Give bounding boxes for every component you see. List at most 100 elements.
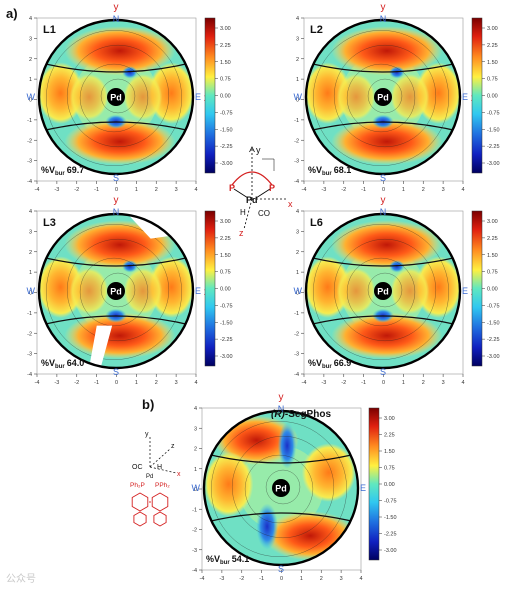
- y-tick-label: -2: [192, 528, 197, 534]
- hotspot-east: [148, 62, 193, 124]
- x-tick-label: -3: [54, 380, 59, 386]
- y-tick-label: -4: [27, 179, 32, 185]
- contour-line: [79, 257, 149, 327]
- compass-east: E: [195, 92, 201, 102]
- colorbar-tick-label: -1.50: [220, 127, 233, 133]
- compass-west: W: [27, 92, 36, 102]
- y-tick-label: 3: [296, 36, 299, 42]
- ridge-line: [306, 121, 460, 133]
- steric-map-4: -4-4-3-3-2-2-1-10011223344PdyNSWExL6%Vbu…: [294, 195, 500, 386]
- ridge-line: [306, 255, 460, 267]
- compass-south: S: [113, 173, 119, 183]
- contour-line: [79, 63, 149, 133]
- pocket-s: [256, 503, 278, 550]
- y-tick-label: 4: [296, 16, 299, 22]
- x-axis-arrow: [149, 466, 177, 474]
- colorbar-tick-label: 1.50: [384, 449, 395, 455]
- pd-label: Pd: [246, 195, 258, 205]
- colorbar-gradient: [204, 17, 216, 174]
- x-tick-label: -2: [239, 576, 244, 582]
- contour-line: [346, 257, 416, 327]
- hotspot-nw: [214, 415, 299, 465]
- x-tick-label: 4: [194, 187, 197, 193]
- x-tick-label: -2: [341, 187, 346, 193]
- z-label: z: [239, 228, 244, 238]
- map-boundary: [304, 212, 462, 370]
- x-tick-label: -3: [321, 187, 326, 193]
- pocket-n: [122, 260, 138, 273]
- x-tick-label: -4: [302, 380, 307, 386]
- map-boundary: [304, 18, 462, 176]
- x-tick-label: 2: [155, 380, 158, 386]
- hotspot-south: [64, 118, 176, 165]
- colorbar-tick-label: -1.50: [487, 320, 500, 326]
- colorbar-tick-label: -3.00: [487, 161, 500, 167]
- pph2-left: Ph₂P: [130, 482, 145, 489]
- colorbar-gradient: [471, 210, 483, 367]
- x-tick-label: -2: [74, 380, 79, 386]
- cut-notch: [89, 325, 113, 368]
- ligand-label: L3: [43, 217, 56, 229]
- pph2-right: PPh₂: [155, 482, 170, 489]
- ridge-line: [39, 315, 193, 327]
- hotspot-north: [331, 26, 443, 76]
- y-tick-label: -1: [294, 118, 299, 124]
- colorbar-tick-label: -3.00: [220, 161, 233, 167]
- x-tick-label: 1: [135, 187, 138, 193]
- compass-north: N: [380, 207, 387, 217]
- carbonyl-label: CO: [258, 209, 270, 218]
- hotspot-east: [415, 62, 460, 124]
- colorbar-tick-label: -2.25: [487, 144, 500, 150]
- z-label: z: [171, 443, 175, 450]
- ligand-label: L1: [43, 24, 56, 36]
- vbur-label: %Vbur 69.7: [41, 165, 84, 177]
- y-tick-label: 0: [29, 291, 32, 297]
- colorbar-tick-label: 0.75: [487, 270, 498, 276]
- pd-center: [107, 282, 125, 300]
- panel-label-a: a): [6, 6, 18, 21]
- x-tick-label: -3: [54, 187, 59, 193]
- contour-line: [46, 224, 182, 360]
- y-tick-label: -1: [294, 311, 299, 317]
- x-tick-label: -2: [341, 380, 346, 386]
- x-tick-label: 3: [175, 380, 178, 386]
- contour-line: [100, 78, 136, 114]
- contour-line: [346, 63, 416, 133]
- hotspot-w: [204, 451, 254, 517]
- y-tick-label: 2: [194, 447, 197, 453]
- x-tick-label: -4: [200, 576, 205, 582]
- y-tick-label: 0: [194, 487, 197, 493]
- y-tick-label: 2: [29, 250, 32, 256]
- y-tick-label: 3: [296, 229, 299, 235]
- steric-map-2: -4-4-3-3-2-2-1-10011223344PdyNSWExL2%Vbu…: [294, 2, 500, 193]
- x-tick-label: -1: [94, 187, 99, 193]
- compass-east: E: [462, 92, 468, 102]
- phosphorus-right: P: [269, 183, 275, 193]
- compass-north: N: [113, 14, 120, 24]
- vbur-label: %Vbur 64.0: [41, 358, 84, 370]
- colorbar-gradient: [368, 407, 380, 561]
- pd-label: Pd: [377, 287, 389, 297]
- contour-line: [66, 44, 170, 148]
- x-tick-label: 3: [340, 576, 343, 582]
- y-tick-label: 3: [194, 426, 197, 432]
- x-tick-label: 0: [382, 187, 385, 193]
- y-tick-label: -2: [27, 331, 32, 337]
- x-tick-label: -1: [259, 576, 264, 582]
- x-tick-label: 3: [442, 380, 445, 386]
- x-tick-label: 0: [115, 187, 118, 193]
- ridge-line: [306, 315, 460, 327]
- colorbar: 3.00 2.25 1.50 0.75 0.00 -0.75 -1.50 -2.25 -3.00: [471, 17, 500, 174]
- x-tick-label: 0: [115, 380, 118, 386]
- y-tick-label: -1: [27, 311, 32, 317]
- ridge-line: [39, 121, 193, 133]
- x-tick-label: 2: [422, 187, 425, 193]
- pd-label: Pd: [110, 93, 122, 103]
- colorbar-tick-label: 0.00: [487, 94, 498, 100]
- colorbar-tick-label: -1.50: [220, 320, 233, 326]
- pocket-n: [389, 66, 405, 79]
- y-tick-label: 0: [296, 291, 299, 297]
- y-tick-label: 1: [29, 77, 32, 83]
- y-tick-label: -3: [294, 159, 299, 165]
- compass-north: N: [278, 404, 285, 414]
